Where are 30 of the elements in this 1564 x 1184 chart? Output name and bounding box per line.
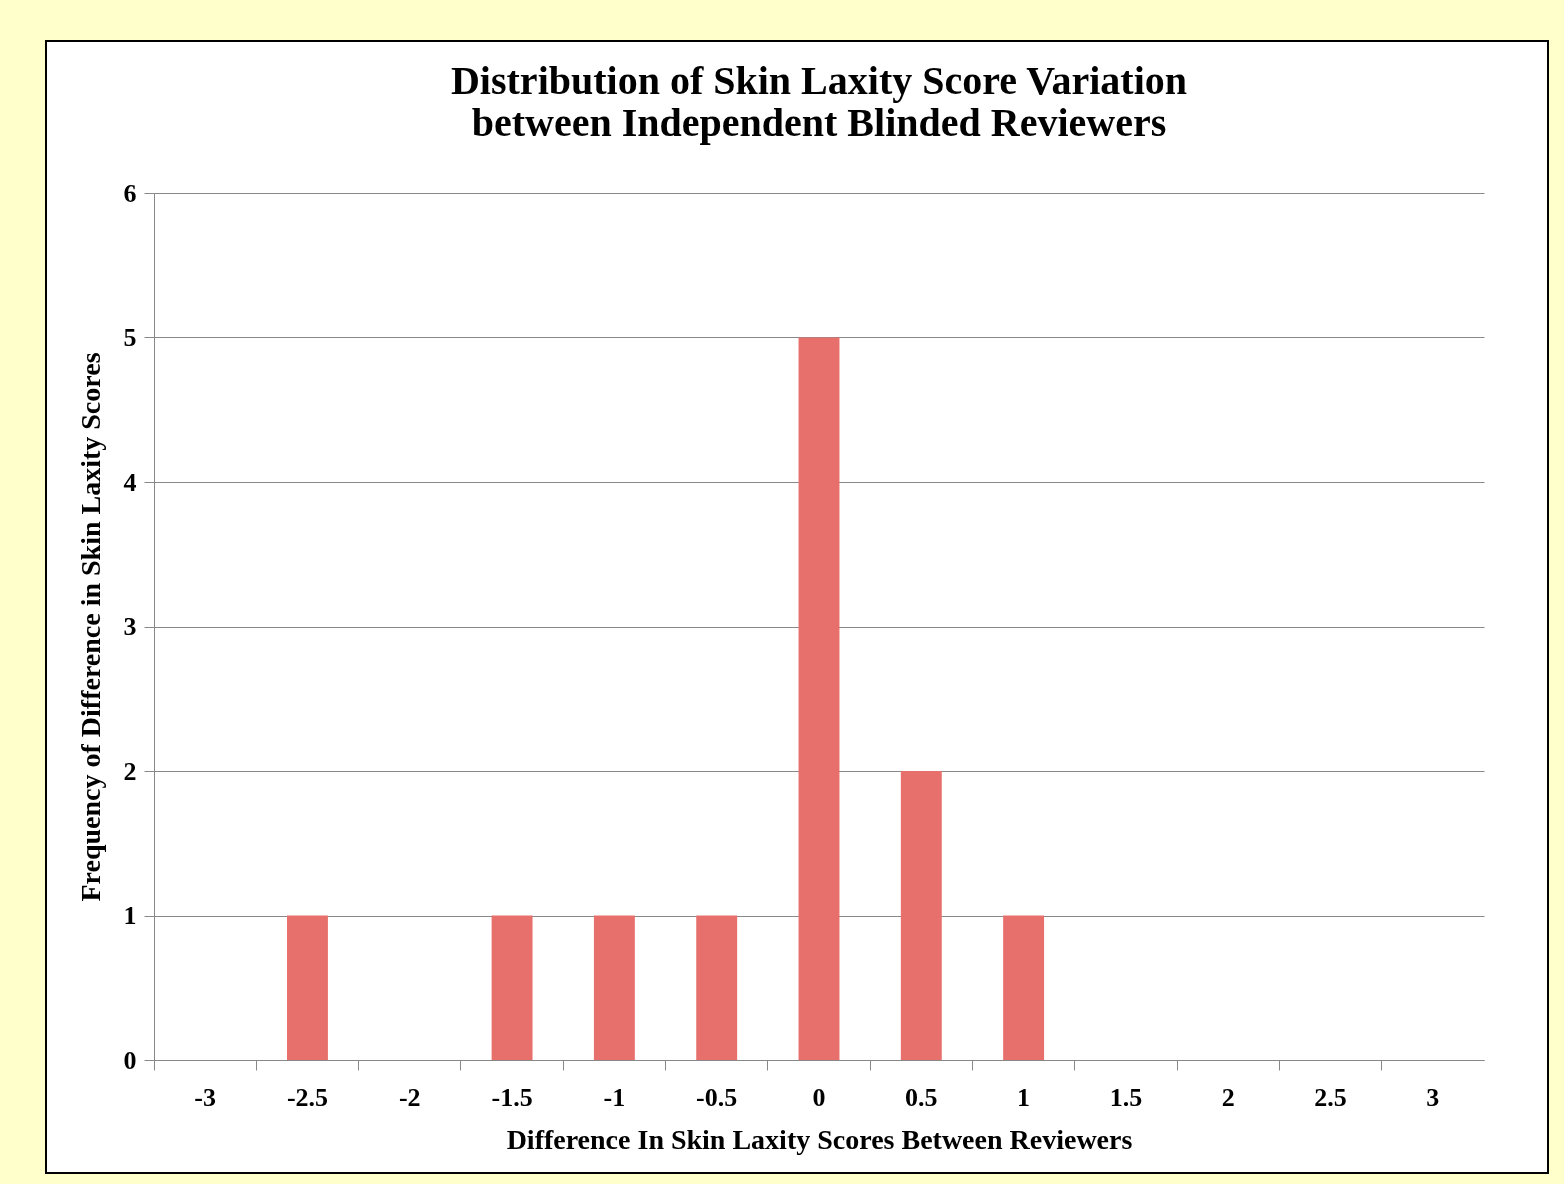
y-tick-label: 4 <box>123 467 137 497</box>
y-tick-label: 6 <box>123 178 137 208</box>
x-tick-label: -2.5 <box>286 1082 329 1112</box>
bar <box>287 915 328 1060</box>
y-axis-title: Frequency of Difference in Skin Laxity Scores <box>74 352 106 902</box>
y-tick-label: 3 <box>123 612 137 641</box>
x-tick-label: 3 <box>1426 1082 1440 1112</box>
bar <box>798 337 840 1060</box>
x-tick-label: -1 <box>603 1082 626 1112</box>
bar <box>491 915 533 1060</box>
y-tick-label: 0 <box>123 1045 137 1075</box>
x-tick-label: 2 <box>1221 1082 1235 1112</box>
x-axis-title: Difference In Skin Laxity Scores Between Reviewers <box>506 1123 1133 1155</box>
x-tick-label: -2 <box>398 1082 421 1112</box>
bar <box>696 915 738 1060</box>
y-tick-label: 2 <box>123 756 137 786</box>
bar <box>900 771 942 1060</box>
x-tick-label: 0.5 <box>905 1082 938 1112</box>
x-tick-label: -0.5 <box>696 1082 738 1112</box>
bar <box>1003 915 1045 1060</box>
x-tick-label: 2.5 <box>1314 1082 1347 1112</box>
y-tick-label: 5 <box>123 323 137 352</box>
y-tick-label: 1 <box>123 901 137 930</box>
x-tick-label: 1.5 <box>1109 1082 1143 1112</box>
x-tick-label: -1.5 <box>491 1082 533 1112</box>
x-tick-label: -3 <box>194 1082 216 1112</box>
x-tick-label: 0 <box>812 1082 826 1112</box>
chart-title: Distribution of Skin Laxity Score Variation between Independent Blinded Reviewers <box>450 58 1188 145</box>
x-tick-label: 1 <box>1017 1082 1031 1112</box>
bar <box>593 915 635 1060</box>
